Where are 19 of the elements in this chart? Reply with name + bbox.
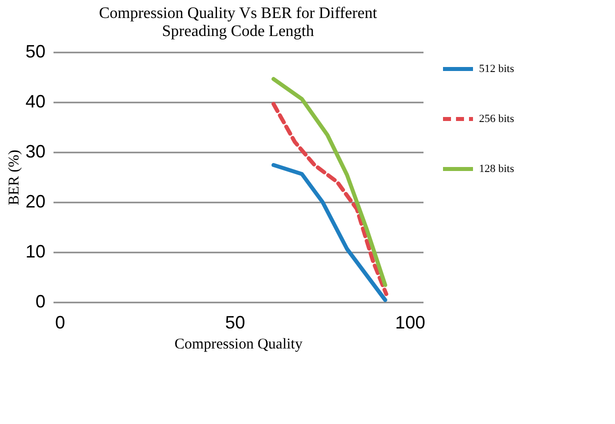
y-axis-title: BER (%) — [6, 150, 22, 206]
y-tick-label: 40 — [25, 92, 46, 112]
line-series — [272, 163, 388, 302]
legend-label: 512 bits — [479, 63, 514, 75]
legend-label: 256 bits — [479, 113, 514, 125]
x-tick-label: 0 — [55, 312, 66, 332]
y-tick-label: 0 — [35, 292, 46, 312]
line-series — [272, 77, 388, 287]
y-tick-label: 30 — [25, 142, 46, 162]
x-tick-label: 50 — [225, 312, 246, 332]
y-tick-label: 10 — [25, 242, 46, 262]
x-axis-title: Compression Quality — [174, 336, 303, 352]
y-tick-label: 20 — [25, 192, 46, 212]
y-tick-label: 50 — [25, 42, 46, 62]
text: Compression Quality Vs BER for Different — [98, 5, 378, 22]
legend-label: 128 bits — [479, 163, 514, 175]
x-tick-label: 100 — [395, 312, 426, 332]
text: Spreading Code Length — [162, 23, 314, 40]
line-series — [272, 102, 388, 296]
